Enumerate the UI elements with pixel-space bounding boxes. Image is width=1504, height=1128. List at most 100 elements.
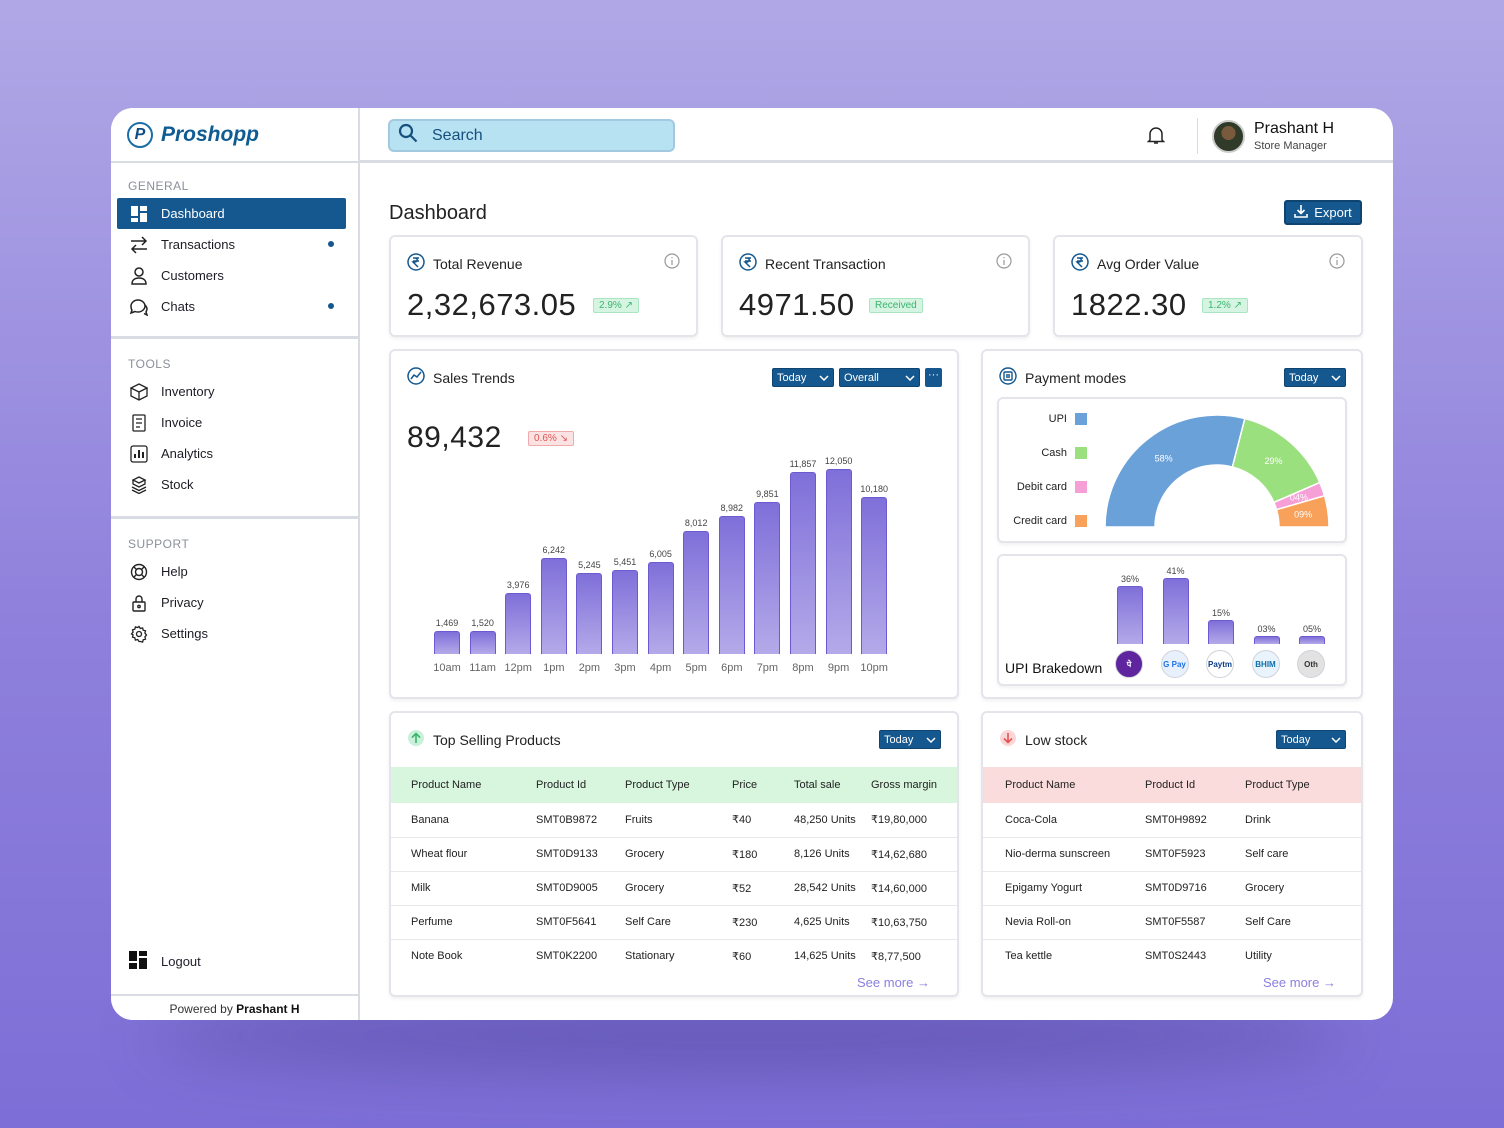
chart-bar[interactable] [576, 573, 603, 654]
export-button[interactable]: Export [1284, 200, 1362, 225]
chart-bar[interactable] [683, 530, 710, 654]
sidebar-item-dashboard[interactable]: Dashboard [117, 198, 346, 229]
chart-bar[interactable] [469, 630, 496, 654]
bhim-icon[interactable]: BHIM [1251, 650, 1280, 678]
table-row[interactable]: Tea kettle SMT0S2443 Utility [983, 939, 1361, 973]
sidebar-item-privacy[interactable]: Privacy [111, 587, 358, 618]
chart-bar[interactable] [505, 592, 532, 654]
x-axis-tick-label: 10pm [860, 662, 888, 674]
sidebar-item-label: Dashboard [161, 206, 225, 221]
bar-value-label: 8,012 [684, 517, 708, 528]
time-filter-select[interactable]: Today [772, 368, 834, 387]
logout-icon [129, 951, 147, 972]
avatar[interactable] [1212, 120, 1245, 153]
column-header[interactable]: Gross margin [871, 779, 938, 791]
table-row[interactable]: Nio-derma sunscreen SMT0F5923 Self care [983, 837, 1361, 872]
time-filter-select[interactable]: Today [879, 730, 941, 749]
legend-item[interactable]: Debit card [1017, 481, 1087, 493]
column-header[interactable]: Product Id [1145, 779, 1196, 791]
phonepe-icon[interactable]: पे [1115, 650, 1143, 678]
column-header[interactable]: Product Name [1005, 779, 1076, 791]
logout-button[interactable]: Logout [129, 951, 201, 972]
x-axis-tick-label: 4pm [649, 662, 672, 674]
bar-value-label: 6,242 [542, 544, 566, 555]
column-header[interactable]: Product Type [625, 779, 690, 791]
table-row[interactable]: Epigamy Yogurt SMT0D9716 Grocery [983, 871, 1361, 906]
table-cell: ₹180 [732, 837, 794, 872]
see-more-link[interactable]: See more → [857, 975, 930, 990]
sidebar-item-transactions[interactable]: Transactions [111, 229, 358, 260]
chart-bar[interactable] [1162, 578, 1189, 644]
chart-bar[interactable] [1253, 636, 1280, 644]
kpi-title: Avg Order Value [1097, 255, 1200, 272]
kpi-card-total-revenue: Total Revenue 2,32,673.05 2.9% ↗ [389, 235, 698, 337]
sidebar-item-invoice[interactable]: Invoice [111, 407, 358, 438]
see-more-link[interactable]: See more → [1263, 975, 1336, 990]
info-icon[interactable] [664, 253, 680, 274]
sidebar-item-inventory[interactable]: Inventory [111, 376, 358, 407]
column-header[interactable]: Product Id [536, 779, 587, 791]
select-value: Today [1281, 733, 1311, 746]
scope-filter-select[interactable]: Overall [839, 368, 920, 387]
chart-bar[interactable] [612, 570, 638, 654]
paytm-icon[interactable]: Paytm [1206, 650, 1234, 678]
donut-slice[interactable] [1104, 414, 1246, 528]
sidebar-item-analytics[interactable]: Analytics [111, 438, 358, 469]
column-header[interactable]: Product Name [411, 779, 482, 791]
sidebar-item-stock[interactable]: Stock [111, 469, 358, 500]
column-header[interactable]: Price [732, 779, 758, 791]
powered-prefix: Powered by [169, 1002, 237, 1016]
table-row[interactable]: Note Book SMT0K2200 Stationary ₹60 14,625 Un… [391, 939, 957, 973]
table-cell: ₹230 [732, 905, 794, 940]
x-axis-tick-label: 7pm [756, 662, 779, 674]
chart-bar[interactable] [754, 502, 781, 654]
chart-bar[interactable] [790, 471, 816, 654]
legend-item[interactable]: UPI [1049, 413, 1087, 425]
column-header[interactable]: Total sale [794, 779, 841, 791]
info-icon[interactable] [996, 253, 1012, 274]
download-icon [1294, 204, 1309, 221]
chart-bar[interactable] [1117, 586, 1143, 644]
sidebar-item-help[interactable]: Help [111, 556, 358, 587]
lock-icon [129, 593, 149, 613]
sidebar-item-chats[interactable]: Chats [111, 291, 358, 322]
chart-bar[interactable] [861, 497, 888, 654]
gpay-icon[interactable]: G Pay [1160, 650, 1189, 678]
table-row[interactable]: Coca-Cola SMT0H9892 Drink [983, 803, 1361, 838]
chart-bar[interactable] [825, 468, 852, 654]
x-axis-tick-label: 3pm [614, 662, 636, 674]
chart-bar[interactable] [1208, 620, 1234, 644]
chart-bar[interactable] [1299, 636, 1325, 644]
bar-value-label: 8,982 [720, 502, 744, 513]
table-row[interactable]: Banana SMT0B9872 Fruits ₹40 48,250 Units ₹19,… [391, 803, 957, 838]
search-placeholder: Search [432, 126, 483, 144]
legend-item[interactable]: Cash [1041, 447, 1087, 459]
chart-bar[interactable] [647, 561, 674, 654]
time-filter-select[interactable]: Today [1284, 368, 1346, 387]
more-options-button[interactable]: ··· [925, 368, 942, 387]
chart-bar[interactable] [718, 515, 745, 654]
sidebar-item-customers[interactable]: Customers [111, 260, 358, 291]
legend-item[interactable]: Credit card [1013, 515, 1087, 527]
bar-value-label: 10,180 [860, 484, 888, 495]
info-icon[interactable] [1329, 253, 1345, 274]
table-row[interactable]: Nevia Roll-on SMT0F5587 Self Care [983, 905, 1361, 940]
other-icon[interactable]: Oth [1297, 650, 1325, 678]
chart-bar[interactable] [434, 631, 460, 654]
donut-slice[interactable] [1275, 494, 1330, 528]
sidebar-item-settings[interactable]: Settings [111, 618, 358, 649]
table-row[interactable]: Wheat flour SMT0D9133 Grocery ₹180 8,126 Uni… [391, 837, 957, 872]
chart-bar[interactable] [540, 557, 567, 654]
search-input[interactable]: Search [388, 119, 675, 152]
legend-swatch [1075, 481, 1087, 493]
column-header[interactable]: Product Type [1245, 779, 1310, 791]
bell-icon[interactable] [1146, 125, 1166, 150]
chevron-down-icon [1331, 736, 1341, 743]
bar-value-label: 03% [1257, 624, 1276, 634]
time-filter-select[interactable]: Today [1276, 730, 1346, 749]
bar-value-label: 5,451 [613, 557, 637, 568]
table-row[interactable]: Milk SMT0D9005 Grocery ₹52 28,542 Units ₹14,6… [391, 871, 957, 906]
brand[interactable]: P Proshopp [111, 108, 358, 163]
table-row[interactable]: Perfume SMT0F5641 Self Care ₹230 4,625 Units… [391, 905, 957, 940]
analytics-icon [129, 444, 149, 464]
